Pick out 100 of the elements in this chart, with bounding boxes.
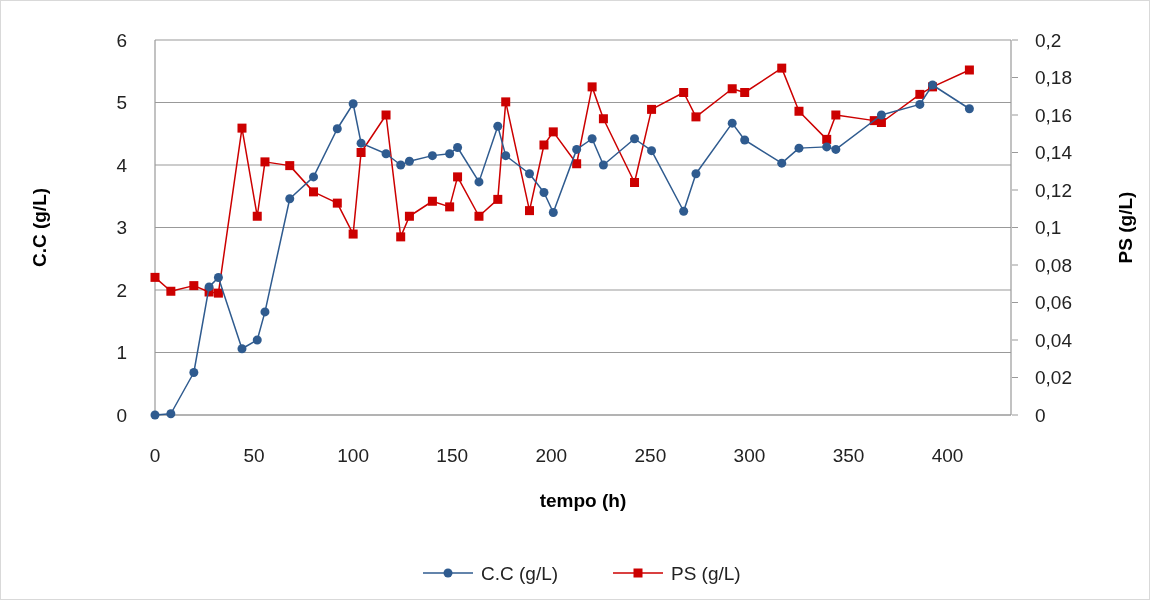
point <box>777 63 787 73</box>
point <box>794 143 804 153</box>
x-tick-label: 400 <box>931 444 964 466</box>
point <box>252 335 262 345</box>
point <box>572 159 582 169</box>
point <box>831 144 841 154</box>
y-tick-label: 2 <box>116 279 127 301</box>
point <box>381 110 391 120</box>
x-tick-label: 50 <box>243 444 265 466</box>
point <box>404 211 414 221</box>
y-tick-label: 4 <box>116 154 128 176</box>
x-tick-label: 200 <box>535 444 568 466</box>
point <box>727 118 737 128</box>
y-axis-title: C.C (g/L) <box>29 187 50 268</box>
point <box>679 206 689 216</box>
point <box>572 144 582 154</box>
y-tick-label: 3 <box>116 217 127 239</box>
point <box>647 104 657 114</box>
point <box>150 410 160 420</box>
point <box>285 194 295 204</box>
y2-tick-label: 0 <box>1035 404 1046 426</box>
point <box>587 134 597 144</box>
point <box>630 134 640 144</box>
point <box>396 160 406 170</box>
point <box>427 196 437 206</box>
point <box>474 177 484 187</box>
point <box>427 151 437 161</box>
point <box>252 211 262 221</box>
point <box>356 148 366 157</box>
y2-tick-label: 0,12 <box>1035 179 1072 201</box>
point <box>727 84 737 94</box>
point <box>876 110 886 120</box>
point <box>740 135 750 145</box>
point <box>356 138 366 148</box>
y-tick-label: 0 <box>116 404 127 426</box>
point <box>260 307 270 317</box>
point <box>445 202 455 212</box>
point <box>166 286 176 296</box>
y2-tick-label: 0,14 <box>1035 142 1073 164</box>
y2-tick-label: 0,1 <box>1035 217 1062 239</box>
x-tick-label: 300 <box>733 444 766 466</box>
point <box>630 178 640 187</box>
point <box>150 272 160 282</box>
point <box>189 281 199 291</box>
y2-tick-label: 0,04 <box>1035 329 1073 351</box>
point <box>548 208 558 217</box>
point <box>474 211 484 221</box>
point <box>332 198 342 208</box>
point <box>964 65 974 75</box>
point <box>794 106 804 116</box>
point <box>285 161 295 171</box>
legend-label: C.C (g/L) <box>481 562 559 584</box>
point <box>453 172 463 182</box>
y2-tick-label: 0,02 <box>1035 367 1072 389</box>
point <box>539 140 549 150</box>
point <box>525 169 534 179</box>
x-tick-label: 250 <box>634 444 667 466</box>
x-axis-title: tempo (h) <box>539 490 627 511</box>
y2-tick-label: 0,18 <box>1035 67 1072 89</box>
y2-tick-label: 0,16 <box>1035 104 1072 126</box>
point <box>876 118 886 127</box>
point <box>647 146 657 156</box>
point <box>539 188 549 197</box>
point <box>691 169 701 179</box>
point <box>260 157 270 167</box>
x-tick-label: 150 <box>436 444 469 466</box>
point <box>777 158 787 168</box>
point <box>404 156 414 166</box>
point <box>587 82 597 92</box>
point <box>679 88 689 97</box>
point <box>691 112 701 122</box>
point <box>915 89 925 99</box>
point <box>501 151 511 161</box>
point <box>598 160 608 170</box>
point <box>309 187 319 197</box>
point <box>525 206 534 216</box>
legend-label: PS (g/L) <box>671 562 741 584</box>
point <box>309 172 319 182</box>
point <box>740 88 750 97</box>
y2-tick-label: 0,08 <box>1035 254 1072 276</box>
point <box>822 134 832 144</box>
point <box>598 114 608 124</box>
y-tick-label: 1 <box>116 342 127 364</box>
point <box>453 143 463 152</box>
point <box>493 121 503 131</box>
point <box>915 99 925 109</box>
y-tick-label: 5 <box>116 92 127 114</box>
point <box>396 232 406 242</box>
point <box>831 110 841 120</box>
x-tick-label: 0 <box>149 444 161 466</box>
point <box>189 368 199 377</box>
point <box>964 104 974 114</box>
point <box>213 288 223 298</box>
y2-tick-label: 0,2 <box>1035 29 1062 51</box>
x-tick-label: 100 <box>337 444 369 466</box>
y2-tick-label: 0,06 <box>1035 292 1072 314</box>
point <box>501 97 511 107</box>
point <box>332 124 342 134</box>
point <box>493 194 503 204</box>
point <box>348 229 358 239</box>
